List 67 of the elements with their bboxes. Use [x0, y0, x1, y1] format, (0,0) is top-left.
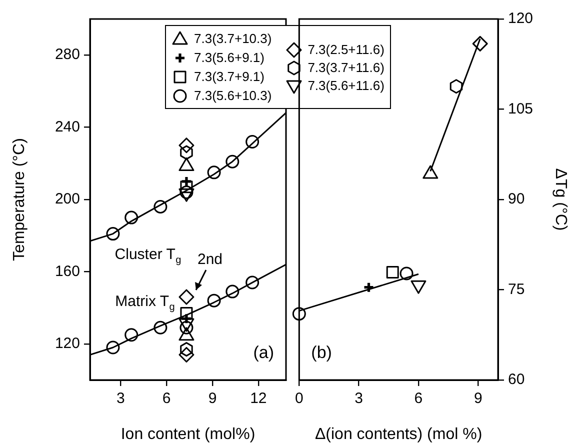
- x-tick-label: 3: [116, 390, 125, 408]
- x-tick-label: 6: [414, 390, 423, 408]
- legend-label: 7.3(3.7+10.3): [194, 30, 272, 48]
- point: [178, 157, 194, 171]
- x-axis-title: Ion content (mol%): [120, 426, 256, 443]
- point: [362, 282, 375, 294]
- y2-axis-title: ΔTg (°C): [552, 168, 569, 231]
- point: [180, 186, 194, 200]
- annotation: (a): [253, 343, 274, 362]
- point: [226, 154, 240, 168]
- point: [180, 176, 192, 188]
- legend-label: 7.3(3.7+9.1): [194, 68, 264, 86]
- legend-label: 7.3(5.6+9.1): [194, 49, 264, 67]
- point: [450, 79, 463, 94]
- point: [106, 340, 120, 354]
- point: [207, 166, 221, 180]
- point: [178, 138, 194, 154]
- point: [180, 342, 193, 357]
- point: [178, 346, 194, 362]
- x-tick-label: 12: [250, 390, 267, 408]
- point: [180, 145, 193, 160]
- point: [180, 312, 192, 324]
- point: [292, 307, 306, 321]
- point: [472, 36, 488, 52]
- x-tick-label: 6: [162, 390, 171, 408]
- legend-label: 7.3(2.5+11.6): [308, 41, 384, 59]
- point: [180, 320, 194, 334]
- point: [180, 306, 193, 320]
- point: [178, 318, 194, 332]
- legend-label: 7.3(5.6+10.3): [194, 87, 272, 105]
- point: [124, 328, 138, 342]
- point: [246, 134, 260, 148]
- point: [178, 327, 194, 341]
- y2-tick-label: 90: [508, 190, 525, 208]
- point: [410, 280, 426, 294]
- annotation: 2nd: [197, 251, 223, 268]
- point: [178, 188, 194, 202]
- y-tick-label: 240: [54, 118, 80, 136]
- y-axis-title: Temperature (°C): [11, 138, 28, 261]
- x-tick-label: 9: [208, 390, 217, 408]
- annotation: (b): [311, 343, 332, 362]
- legend-label: 7.3(5.6+11.6): [308, 77, 384, 95]
- y2-tick-label: 105: [508, 100, 534, 118]
- point: [154, 320, 168, 334]
- y-tick-label: 160: [54, 262, 80, 280]
- point: [154, 200, 168, 214]
- x-tick-label: 9: [474, 390, 482, 408]
- point: [124, 210, 138, 224]
- x-tick-label: 3: [354, 390, 363, 408]
- y-tick-label: 120: [54, 335, 80, 352]
- point: [422, 165, 438, 179]
- point: [180, 180, 193, 194]
- point: [386, 266, 399, 279]
- point: [226, 284, 240, 298]
- y2-tick-label: 60: [508, 371, 525, 388]
- point: [207, 294, 221, 308]
- point: [178, 289, 194, 305]
- y-tick-label: 280: [54, 46, 80, 64]
- x-axis-title: Δ(ion contents) (mol %): [314, 426, 482, 443]
- point: [400, 266, 414, 280]
- y2-tick-label: 75: [508, 280, 525, 298]
- point: [106, 227, 120, 241]
- point: [246, 276, 260, 290]
- y-tick-label: 200: [54, 190, 80, 208]
- x-tick-label: 0: [295, 390, 304, 408]
- y2-tick-label: 120: [508, 10, 534, 28]
- legend-label: 7.3(3.7+11.6): [308, 59, 384, 77]
